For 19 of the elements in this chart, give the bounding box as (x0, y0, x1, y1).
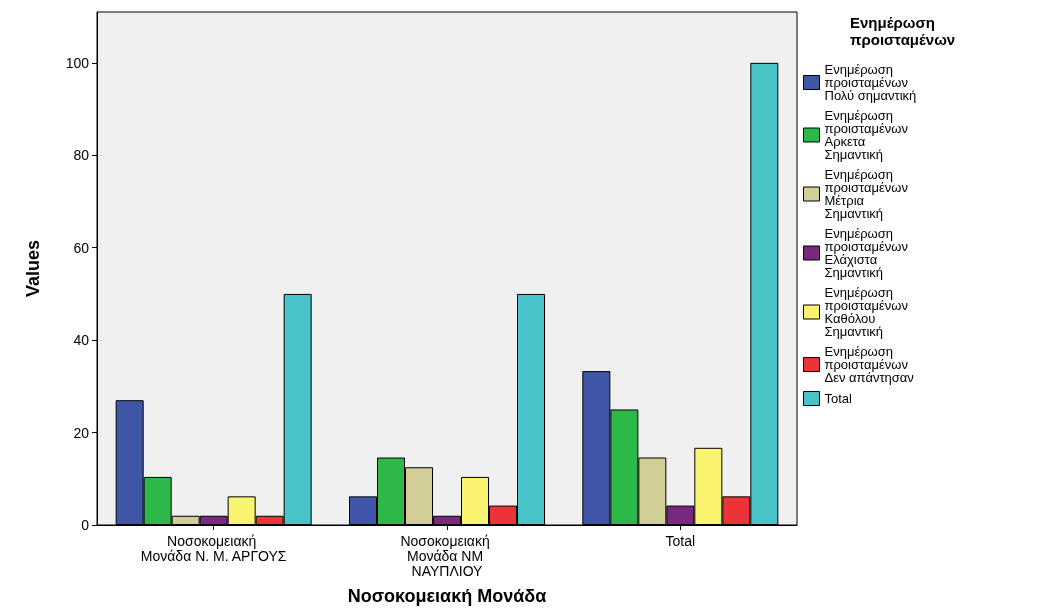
x-tick-label: Νοσοκομειακή Μονάδα Ν. Μ. ΑΡΓΟΥΣ (140, 532, 287, 564)
legend-label: Ενημέρωση προισταμένων Καθόλου Σημαντική (824, 285, 912, 339)
y-tick-label: 40 (73, 332, 90, 349)
y-axis-title: Values (23, 239, 43, 298)
legend-label: Ενημέρωση προισταμένων Μέτρια Σημαντική (824, 167, 912, 221)
x-tick-label: Total (665, 532, 696, 549)
y-tick-label: 100 (65, 54, 90, 71)
legend-label: Ενημέρωση προισταμένων Δεν απάντησαν (824, 344, 914, 385)
y-tick-label: 60 (73, 239, 90, 256)
x-tick-label: Νοσοκομειακή Μονάδα ΝΜ ΝΑΥΠΛΙΟΥ (400, 532, 494, 579)
legend-label: Ενημέρωση προισταμένων Ελάχιστα Σημαντική (824, 226, 912, 280)
legend-label: Ενημέρωση προισταμένων Αρκετα Σημαντική (824, 108, 912, 162)
y-tick-label: 80 (73, 147, 90, 164)
legend-title: Ενημέρωση προισταμένων (850, 14, 956, 48)
y-tick-label: 20 (73, 424, 90, 441)
x-axis-title: Νοσοκομειακή Μονάδα (347, 586, 547, 606)
legend-label: Total (824, 391, 853, 406)
legend-label: Ενημέρωση προισταμένων Πολύ σημαντική (824, 62, 917, 103)
y-tick-label: 0 (81, 517, 90, 533)
